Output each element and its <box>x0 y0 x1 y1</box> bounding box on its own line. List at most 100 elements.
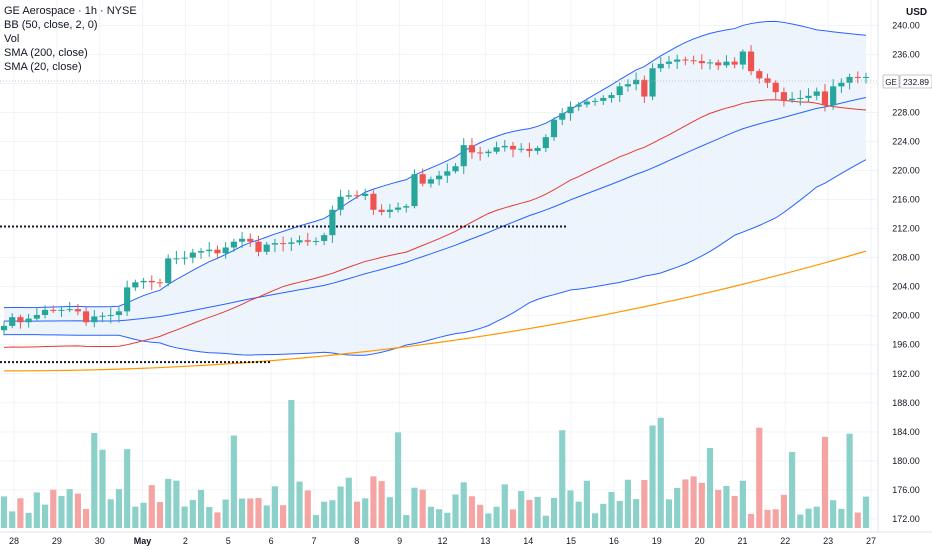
volume-bar <box>739 480 746 528</box>
volume-bar <box>698 482 705 528</box>
legend-sma200[interactable]: SMA (200, close) <box>4 47 88 59</box>
time-label: 21 <box>737 536 747 546</box>
volume-bar <box>592 513 599 528</box>
candle-body <box>509 145 517 150</box>
candle-body <box>329 209 336 236</box>
time-axis-background <box>0 532 932 550</box>
time-label: 19 <box>652 536 662 546</box>
bb-upper-line <box>3 20 867 309</box>
candle-body <box>50 309 57 311</box>
volume-bar <box>312 515 320 528</box>
candle-body <box>9 317 16 326</box>
volume-bar <box>115 489 123 528</box>
candle-body <box>608 95 615 98</box>
bb-basis-line <box>3 96 867 322</box>
time-label: 14 <box>523 536 533 546</box>
candle-body <box>518 148 525 150</box>
candle-body <box>559 113 566 120</box>
volume-bar <box>723 485 730 528</box>
candle-body <box>747 51 755 72</box>
volume-bar <box>616 500 623 528</box>
volume-bar <box>624 479 632 528</box>
candle-body <box>854 76 861 78</box>
volume-bar <box>107 499 114 528</box>
volume-bar <box>132 506 139 528</box>
candle-body <box>58 309 65 311</box>
time-labels: 28 29 30 May 2 5 6 7 8 9 12 13 14 15 16 19 20 21 22 23 27 <box>9 536 876 546</box>
price-tick-label: 192.00 <box>892 369 920 379</box>
candle-body <box>247 238 254 242</box>
candle-body <box>370 193 377 210</box>
candle-body <box>846 76 853 83</box>
volume-bar <box>485 513 492 528</box>
candle-body <box>140 280 147 283</box>
legend-title[interactable]: GE Aerospace · 1h · NYSE <box>4 5 137 17</box>
volume-bar <box>362 498 369 528</box>
time-axis[interactable]: 28 29 30 May 2 5 6 7 8 9 12 13 14 15 16 19 20 21 22 23 27 <box>0 531 932 550</box>
volume-bar <box>501 484 508 528</box>
volume-bar <box>271 486 278 528</box>
candle-body <box>156 282 164 284</box>
price-tick-label: 212.00 <box>892 224 920 234</box>
candle-body <box>394 207 402 210</box>
volume-bar <box>731 495 738 528</box>
candle-body <box>600 97 607 101</box>
price-tick-label: 200.00 <box>892 311 920 321</box>
volume-bar <box>74 493 81 528</box>
price-axis[interactable]: USD 240.00236.00232.00228.00224.00220.00… <box>877 0 932 550</box>
candle-body <box>764 78 771 83</box>
volume-bar <box>542 515 549 528</box>
candle-body <box>214 249 221 254</box>
candles[interactable] <box>0 45 870 336</box>
volume-bar <box>189 499 196 528</box>
price-tick-label: 180.00 <box>892 456 920 466</box>
candle-body <box>419 174 426 184</box>
sma200-line <box>3 250 867 372</box>
legend-sma20[interactable]: SMA (20, close) <box>4 61 82 73</box>
price-tick-label: 220.00 <box>892 166 920 176</box>
volume-bar <box>747 513 755 528</box>
volume-bar <box>263 505 270 528</box>
bollinger-bands <box>3 20 867 356</box>
candle-body <box>107 314 114 316</box>
volume-bar <box>690 476 697 528</box>
price-levels[interactable] <box>0 225 568 364</box>
volume-bar <box>657 417 664 528</box>
price-tick-label: 188.00 <box>892 398 920 408</box>
candle-body <box>485 151 492 154</box>
candle-body <box>263 244 270 252</box>
volume-bar <box>140 502 147 528</box>
volume-bar <box>173 480 180 528</box>
price-tick-label: 196.00 <box>892 340 920 350</box>
volume-bar <box>378 481 385 528</box>
candle-body <box>657 63 664 69</box>
volume-bar <box>830 500 837 528</box>
volume-bar <box>427 506 434 528</box>
price-tick-label: 236.00 <box>892 49 920 59</box>
volume-bar <box>567 490 574 528</box>
time-label: 27 <box>866 536 876 546</box>
candle-body <box>66 309 73 311</box>
time-label: 30 <box>95 536 105 546</box>
currency-label[interactable]: USD <box>906 7 927 18</box>
volume-bar <box>91 433 98 528</box>
volume-bar <box>353 501 361 528</box>
legend-vol[interactable]: Vol <box>4 33 20 45</box>
candle-body <box>583 101 590 105</box>
volume-bar <box>477 504 484 528</box>
candle-body <box>321 235 328 241</box>
volume-bar <box>805 508 812 528</box>
legend-bb[interactable]: BB (50, close, 2, 0) <box>4 19 98 31</box>
candle-body <box>17 317 24 323</box>
volume-bar <box>255 497 262 528</box>
volume-bar <box>238 498 246 528</box>
candle-body <box>550 119 558 138</box>
volume-bar <box>846 433 853 528</box>
time-label: 12 <box>437 536 447 546</box>
volume-bar <box>444 512 451 528</box>
candle-body <box>723 61 730 66</box>
candle-body <box>230 241 237 248</box>
chart-legend[interactable]: GE Aerospace · 1h · NYSE BB (50, close, … <box>4 4 137 74</box>
volume-bar <box>780 494 787 528</box>
